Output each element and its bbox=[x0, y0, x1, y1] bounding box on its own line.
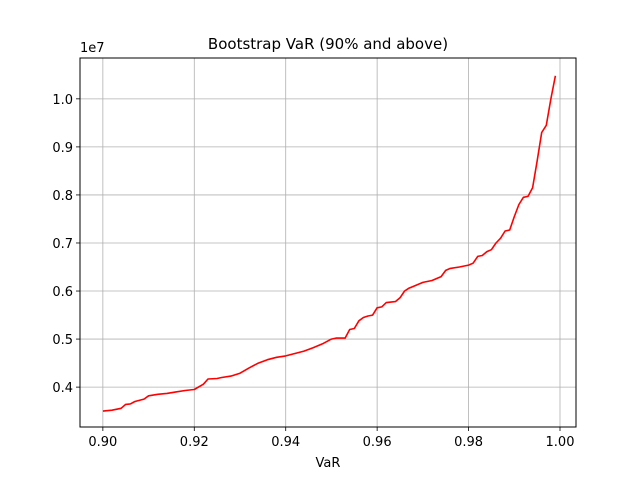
y-axis: 0.4 0.5 0.6 0.7 0.8 0.9 1.0 bbox=[52, 93, 80, 396]
x-tick-label: 1.00 bbox=[546, 435, 575, 450]
chart-title: Bootstrap VaR (90% and above) bbox=[208, 35, 448, 53]
plot-frame bbox=[79, 57, 577, 428]
x-tick-label: 0.92 bbox=[180, 435, 209, 450]
y-tick-label: 1.0 bbox=[52, 93, 73, 108]
x-axis-title: VaR bbox=[316, 456, 341, 471]
y-axis-offset-label: 1e7 bbox=[80, 41, 105, 56]
x-tick-label: 0.90 bbox=[88, 435, 117, 450]
y-tick-label: 0.6 bbox=[52, 285, 73, 300]
x-axis: 0.90 0.92 0.94 0.96 0.98 1.00 bbox=[88, 427, 574, 450]
y-tick-label: 0.7 bbox=[52, 237, 73, 252]
y-tick-label: 0.4 bbox=[52, 381, 73, 396]
grid bbox=[80, 58, 576, 427]
series-line bbox=[102, 75, 557, 412]
y-tick-label: 0.8 bbox=[52, 189, 73, 204]
x-tick-label: 0.98 bbox=[454, 435, 483, 450]
y-tick-label: 0.5 bbox=[52, 333, 73, 348]
x-tick-label: 0.94 bbox=[271, 435, 300, 450]
x-tick-label: 0.96 bbox=[363, 435, 392, 450]
y-tick-label: 0.9 bbox=[52, 141, 73, 156]
series-layer bbox=[102, 75, 557, 412]
